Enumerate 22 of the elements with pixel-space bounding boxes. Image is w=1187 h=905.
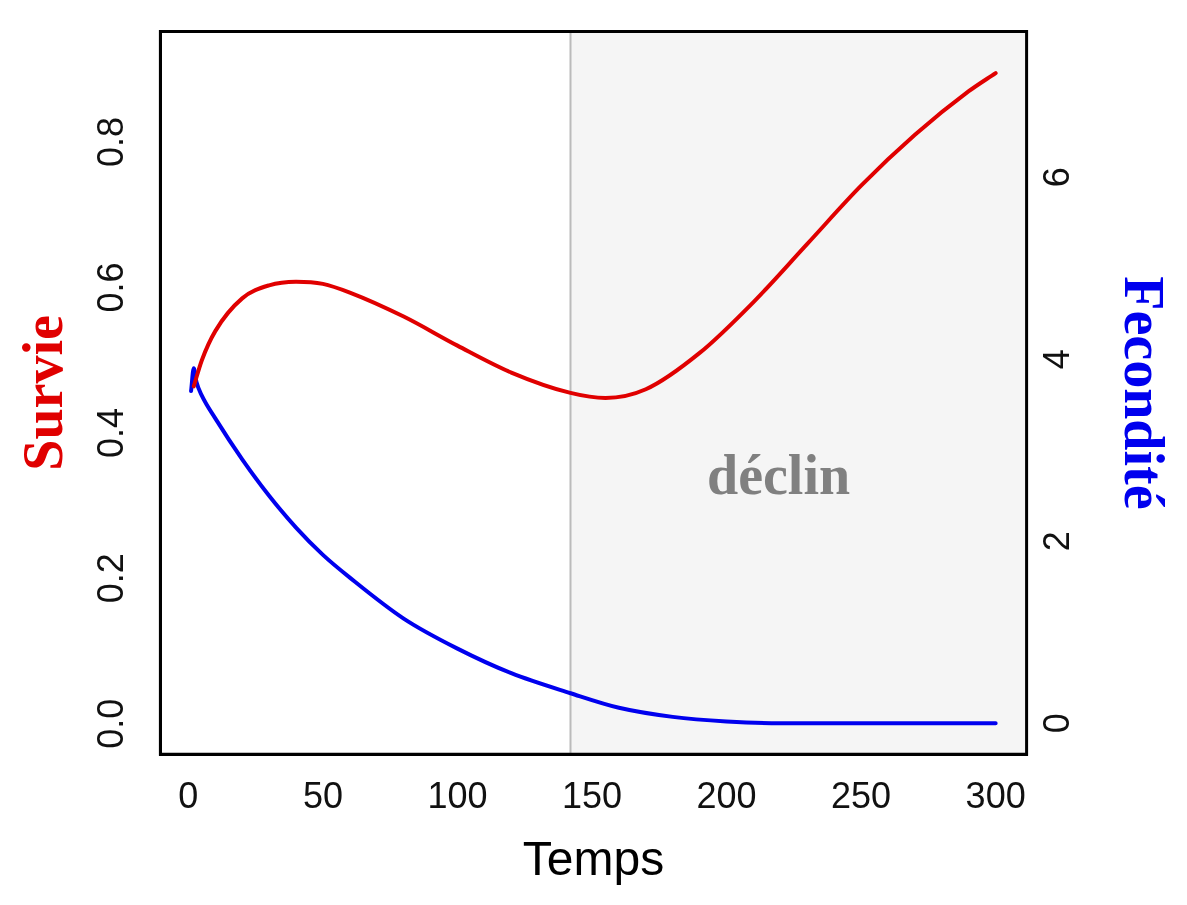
x-axis-title: Temps	[522, 832, 665, 886]
y2-tick-label: 2	[1035, 531, 1077, 552]
y-tick-label: 0.6	[90, 262, 132, 313]
y2-tick-label: 6	[1035, 167, 1077, 188]
x-tick-label: 250	[831, 774, 892, 816]
y-tick-label: 0.4	[90, 407, 132, 458]
y-axis-title: Survie	[12, 315, 75, 471]
line-series	[191, 71, 998, 400]
x-tick-label: 100	[427, 774, 488, 816]
x-tick-label: 50	[302, 774, 343, 816]
y2-tick-label: 0	[1035, 713, 1077, 734]
x-tick-label: 0	[178, 774, 199, 816]
x-tick-label: 150	[561, 774, 623, 816]
y2-axis-title: Fecondité	[1112, 276, 1175, 510]
y-tick-label: 0.2	[90, 553, 132, 604]
y-tick-label: 0.0	[90, 698, 132, 749]
band-label: déclin	[706, 444, 851, 507]
x-tick-label: 300	[965, 774, 1026, 816]
y-tick-label: 0.8	[90, 117, 132, 168]
x-tick-label: 200	[696, 774, 757, 816]
y2-tick-label: 4	[1035, 349, 1077, 370]
line-series	[189, 366, 998, 726]
